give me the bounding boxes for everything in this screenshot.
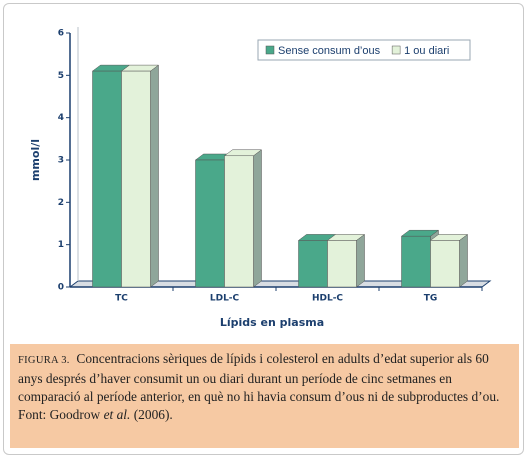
caption-text: Concentracions sèriques de lípids i cole… — [18, 351, 500, 404]
caption-label: FIGURA 3. — [18, 355, 70, 366]
bar-side — [253, 149, 262, 288]
legend-box — [257, 39, 471, 61]
x-tick-label: HDL-C — [312, 294, 343, 304]
y-tick-label: 6 — [58, 29, 64, 39]
caption: FIGURA 3. Concentracions sèriques de líp… — [10, 344, 519, 448]
y-tick-label: 3 — [58, 156, 64, 166]
y-tick-label: 2 — [58, 198, 64, 208]
bar — [327, 240, 357, 288]
source-italic: et al. — [103, 407, 131, 422]
x-tick-label: TG — [424, 294, 438, 304]
source-year: (2006). — [133, 407, 173, 422]
frame — [3, 3, 524, 455]
legend-label: Sense consum d’ous — [278, 45, 381, 57]
bar — [401, 235, 431, 288]
bar — [430, 240, 460, 288]
bar — [121, 70, 151, 288]
legend-swatch — [391, 45, 401, 55]
bar — [92, 70, 122, 288]
x-axis-label: Lípids en plasma — [220, 316, 324, 329]
bar-side — [459, 233, 468, 288]
x-tick-label: TC — [115, 294, 128, 304]
y-tick-label: 1 — [58, 240, 64, 250]
bar — [298, 240, 328, 288]
bar-side — [356, 233, 365, 288]
chart: mmol/l Lípids en plasma 0 1 2 3 4 5 6 TC LDL-C HD… — [29, 27, 492, 329]
legend-label: 1 ou diari — [404, 45, 449, 57]
y-axis-label: mmol/l — [29, 139, 42, 181]
bar — [195, 159, 225, 288]
y-tick-label: 5 — [58, 71, 64, 81]
y-tick-label: 4 — [58, 113, 64, 123]
bar-side — [150, 64, 159, 288]
legend-swatch — [265, 45, 275, 55]
source: Font: Goodrow — [18, 407, 101, 422]
x-tick-label: LDL-C — [210, 294, 240, 304]
bar — [224, 155, 254, 288]
y-tick-label: 0 — [58, 283, 64, 293]
